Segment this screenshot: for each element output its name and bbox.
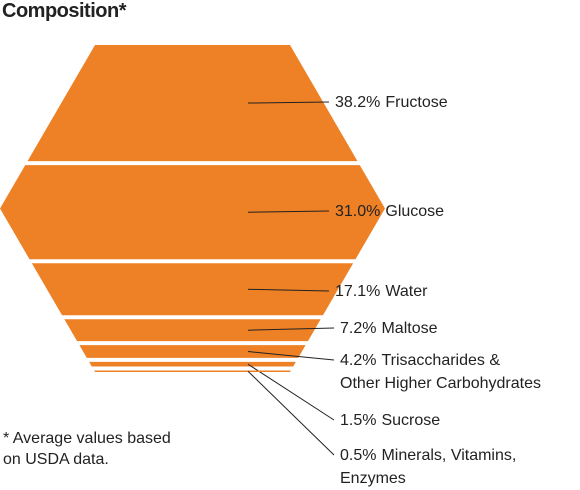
value-label: 38.2%	[335, 93, 381, 111]
category-label: Fructose	[385, 93, 448, 111]
slice-label: 4.2% Trisaccharides & Other Higher Carboh…	[340, 349, 541, 395]
slice	[79, 345, 306, 358]
slice	[89, 361, 296, 367]
leader-line	[247, 101, 330, 104]
category-label: Maltose	[381, 319, 438, 337]
category-label: Water	[385, 282, 428, 300]
value-label: 1.5%	[340, 411, 377, 429]
value-label: 0.5%	[340, 446, 377, 464]
footnote: * Average values based on USDA data.	[3, 430, 171, 468]
slice-label: 7.2% Maltose	[340, 317, 438, 340]
slice-label: 38.2% Fructose	[335, 91, 448, 114]
slice	[94, 370, 291, 372]
slice	[31, 263, 354, 316]
leader-line	[247, 288, 330, 292]
leader-line	[247, 210, 330, 213]
slice	[64, 319, 321, 342]
value-label: 4.2%	[340, 351, 377, 369]
slice-label: 31.0% Glucose	[335, 200, 444, 223]
leader-line	[247, 351, 335, 361]
slice	[27, 45, 358, 162]
leader-line	[247, 363, 335, 421]
value-label: 7.2%	[340, 319, 377, 337]
value-label: 17.1%	[335, 282, 381, 300]
slice	[0, 165, 385, 260]
value-label: 31.0%	[335, 202, 381, 220]
category-label: Glucose	[385, 202, 445, 220]
category-label: Sucrose	[381, 411, 441, 429]
leader-line	[247, 370, 335, 456]
slice-label: 1.5% Sucrose	[340, 409, 440, 432]
chart-title: Composition*	[2, 0, 127, 22]
leader-line	[247, 327, 335, 331]
category-label: Minerals, Vitamins, Enzymes	[340, 446, 517, 487]
category-label: Trisaccharides & Other Higher Carbohydra…	[340, 351, 541, 392]
slice-label: 0.5% Minerals, Vitamins, Enzymes	[340, 444, 516, 490]
slice-label: 17.1% Water	[335, 280, 427, 303]
